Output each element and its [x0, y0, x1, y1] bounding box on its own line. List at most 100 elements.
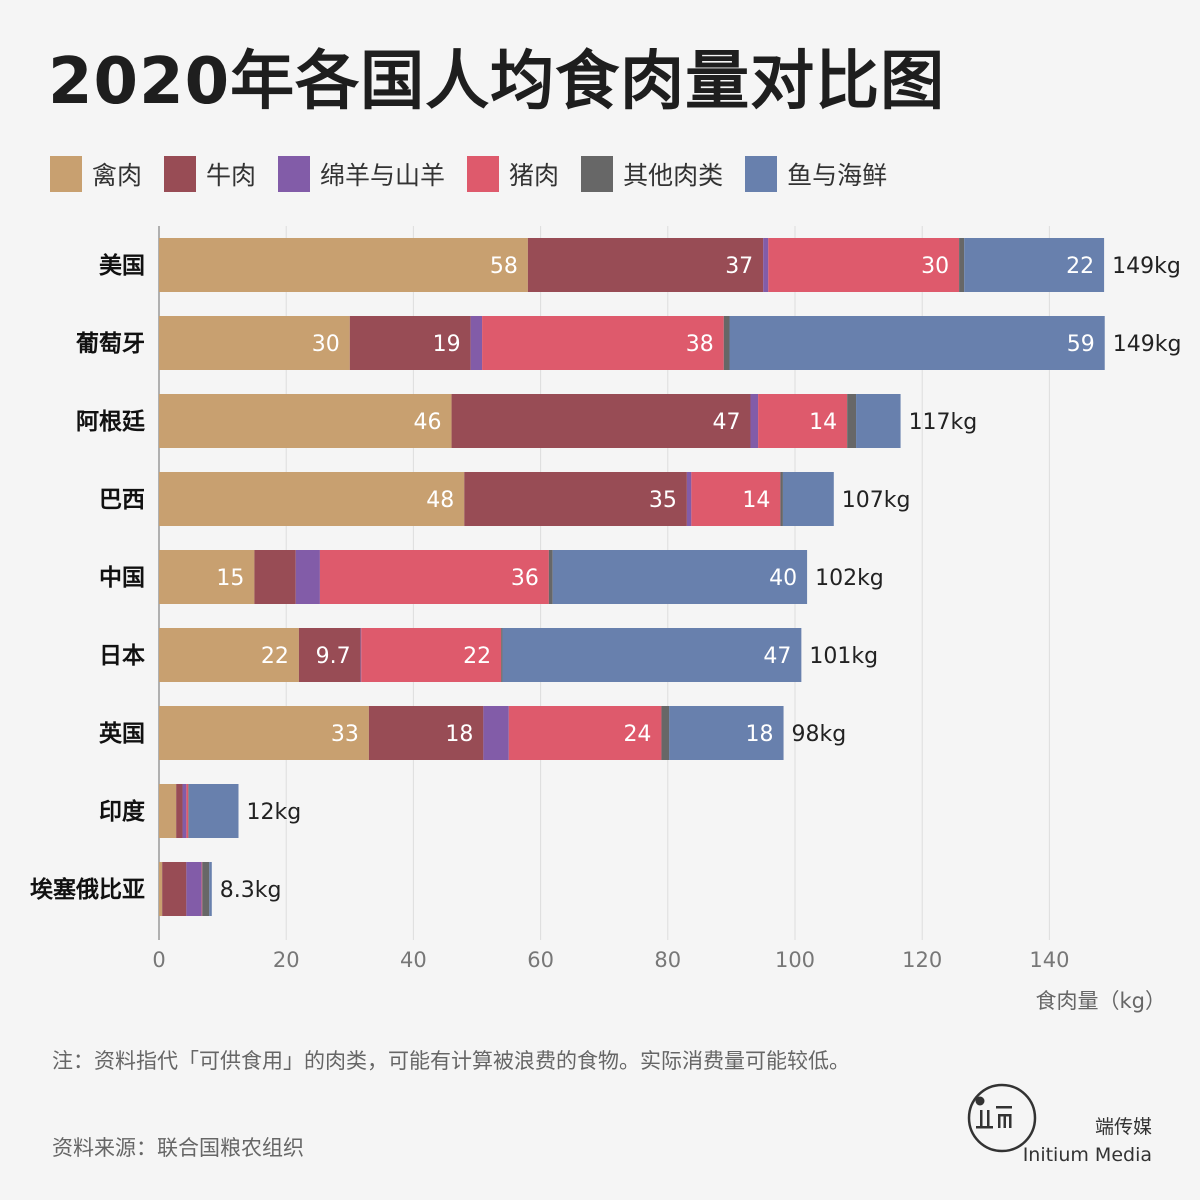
data-label: 58: [490, 254, 518, 279]
data-label: 30: [312, 332, 340, 357]
bar-segment: [750, 394, 759, 448]
legend-swatch: [467, 156, 500, 192]
bar-segment: [319, 550, 549, 604]
bar-segment: [552, 550, 808, 604]
x-tick-label: 40: [400, 948, 427, 972]
bar-segment: [254, 550, 296, 604]
total-label: 8.3kg: [220, 878, 282, 903]
bar-segment: [723, 316, 730, 370]
chart-title: 2020年各国人均食肉量对比图: [48, 45, 946, 119]
bar-segment: [451, 394, 751, 448]
bar-segment: [856, 394, 901, 448]
bar-segment: [186, 862, 202, 916]
data-label: 47: [712, 410, 740, 435]
x-tick-label: 20: [273, 948, 300, 972]
category-label: 巴西: [99, 487, 145, 513]
bar-segment: [847, 394, 857, 448]
bar-segment: [527, 238, 764, 292]
bar-segment: [188, 784, 189, 838]
legend-label: 绵羊与山羊: [320, 161, 446, 190]
data-label: 33: [331, 722, 359, 747]
x-tick-label: 60: [527, 948, 554, 972]
x-tick-label: 100: [775, 948, 815, 972]
category-label: 印度: [99, 798, 146, 825]
x-tick-label: 140: [1029, 948, 1069, 972]
bar-segment: [959, 238, 965, 292]
data-label: 48: [426, 488, 454, 513]
legend-item: 绵羊与山羊: [278, 156, 445, 192]
x-axis-title: 食肉量（kg）: [1035, 989, 1167, 1013]
bar-segment: [202, 862, 210, 916]
total-label: 102kg: [815, 566, 884, 591]
category-label: 英国: [99, 720, 145, 747]
bar-segment: [502, 628, 802, 682]
legend-label: 牛肉: [206, 161, 257, 190]
data-label: 14: [742, 488, 770, 513]
total-label: 149kg: [1113, 332, 1182, 357]
bar-segment: [691, 472, 781, 526]
bar-segment: [758, 394, 848, 448]
data-label: 14: [809, 410, 837, 435]
legend-swatch: [50, 156, 82, 192]
category-label: 埃塞俄比亚: [30, 876, 145, 903]
legend-item: 牛肉: [164, 156, 256, 192]
bar-segment: [669, 706, 784, 760]
bar-segment: [661, 706, 670, 760]
x-tick-label: 80: [654, 948, 681, 972]
data-label: 22: [1066, 254, 1094, 279]
data-label: 30: [921, 254, 949, 279]
brand-name-cn: 端传媒: [1094, 1116, 1152, 1138]
bar-segment: [548, 550, 553, 604]
bar-segment: [295, 550, 320, 604]
legend-label: 禽肉: [92, 161, 143, 190]
data-label: 47: [763, 644, 791, 669]
footnote: 注：资料指代「可供食用」的肉类，可能有计算被浪费的食物。实际消费量可能较低。: [52, 1049, 850, 1073]
data-label: 15: [216, 566, 244, 591]
data-label: 35: [649, 488, 677, 513]
bar-segment: [780, 472, 783, 526]
data-label: 59: [1067, 332, 1095, 357]
bar-segment: [360, 628, 362, 682]
total-label: 12kg: [247, 800, 302, 825]
bar-segment: [182, 784, 187, 838]
category-label: 葡萄牙: [75, 331, 145, 357]
category-label: 中国: [99, 565, 145, 591]
legend: 禽肉 牛肉 绵羊与山羊 猪肉 其他肉类 鱼与海鲜: [50, 156, 887, 192]
bar-segment: [188, 784, 239, 838]
bar-segment: [782, 472, 834, 526]
initium-logo-icon: [967, 1083, 1037, 1153]
data-label: 46: [414, 410, 442, 435]
source-note: 资料来源：联合国粮农组织: [52, 1136, 304, 1160]
category-label: 阿根廷: [76, 409, 146, 435]
total-label: 107kg: [842, 488, 911, 513]
bar-segment: [508, 706, 662, 760]
chart-canvas: 0 20 40 60 80 100 120 140 美国 58 37 30 22 149kg 葡萄牙 30 19…: [30, 226, 1182, 972]
total-label: 101kg: [809, 644, 878, 669]
legend-item: 猪肉: [467, 156, 559, 192]
bar-segment: [159, 784, 177, 838]
bar-segment: [176, 784, 183, 838]
x-tick-label: 0: [152, 948, 165, 972]
bar-segment: [201, 862, 203, 916]
total-label: 149kg: [1112, 254, 1181, 279]
data-label: 40: [769, 566, 797, 591]
bar-segment: [298, 628, 361, 682]
data-label: 22: [261, 644, 289, 669]
bar-segment: [162, 862, 187, 916]
data-label: 19: [433, 332, 461, 357]
bar-segment: [349, 316, 471, 370]
brand: 端传媒 Initium Media: [1023, 1112, 1152, 1168]
data-label: 24: [623, 722, 651, 747]
legend-item: 禽肉: [50, 156, 142, 192]
bar-segment: [483, 706, 509, 760]
bar-segment: [470, 316, 483, 370]
bar-segment: [368, 706, 484, 760]
bar-segment: [464, 472, 687, 526]
legend-swatch: [164, 156, 197, 192]
bar-segment: [159, 862, 163, 916]
bar-segment: [209, 862, 212, 916]
legend-swatch: [745, 156, 778, 192]
bar-segment: [686, 472, 692, 526]
bar-segment: [501, 628, 503, 682]
legend-swatch: [581, 156, 614, 192]
